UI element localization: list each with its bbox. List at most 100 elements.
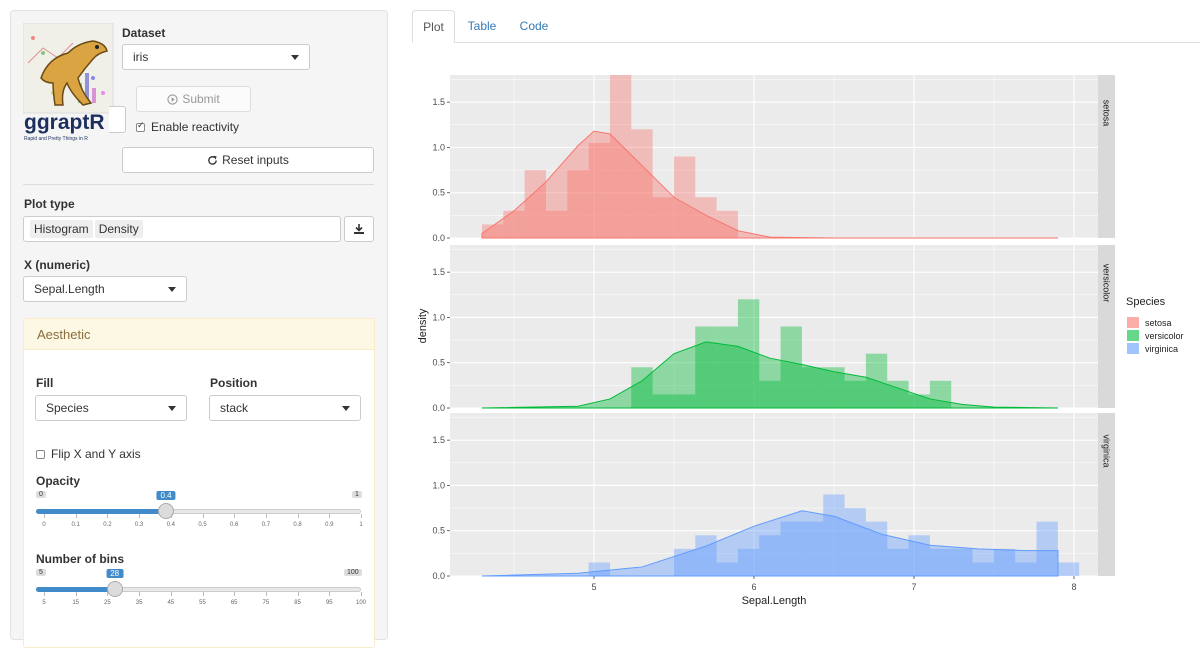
slider-tick-mark: [265, 592, 267, 596]
plot-type-label: Plot type: [24, 197, 75, 211]
slider-tick-label: 15: [72, 600, 80, 606]
slider-handle[interactable]: [158, 503, 174, 519]
reactivity-label: Enable reactivity: [151, 120, 240, 134]
logo-edge: [109, 106, 126, 133]
slider-handle[interactable]: [106, 581, 123, 597]
y-tick-label: 0.0: [432, 571, 445, 581]
slider-tick-label: 1: [359, 522, 363, 528]
facet-strip: [1098, 413, 1115, 576]
submit-button[interactable]: Submit: [136, 86, 251, 112]
histogram-bar: [951, 548, 973, 576]
plot-type-tag[interactable]: Histogram: [30, 220, 93, 238]
density-curve: [481, 130, 1058, 239]
download-icon: [354, 224, 364, 234]
opacity-max: 1: [352, 491, 362, 498]
slider-tick-label: 75: [262, 600, 270, 606]
slider-tick-label: 0.6: [230, 522, 239, 528]
y-tick-label: 1.0: [432, 312, 445, 322]
reactivity-checkbox[interactable]: [136, 120, 145, 132]
slider-tick-mark: [44, 592, 45, 596]
slider-tick-label: 100: [355, 600, 367, 606]
y-tick-label: 0.0: [432, 233, 445, 243]
histogram-bar: [716, 210, 738, 238]
aesthetic-panel-header[interactable]: Aesthetic: [24, 319, 374, 350]
y-tick-label: 0.5: [432, 526, 445, 536]
slider-tick-label: 25: [104, 600, 111, 606]
fill-select[interactable]: Species: [35, 395, 187, 421]
y-axis-title: density: [417, 308, 429, 343]
legend-label: setosa: [1145, 318, 1172, 328]
histogram-bar: [631, 129, 653, 238]
slider-tick-label: 0.1: [71, 522, 80, 528]
histogram-bar: [929, 548, 952, 576]
bins-min: 5: [36, 569, 46, 576]
bins-slider[interactable]: 5 100 28 5 15 25 35 45 55 65 75 85 95 100: [24, 569, 374, 619]
histogram-bar: [844, 508, 866, 576]
histogram-bar: [503, 210, 525, 238]
histogram-bar: [695, 326, 717, 408]
slider-tick-label: 0.4: [166, 522, 175, 528]
histogram-bar: [588, 562, 610, 576]
x-tick-label: 8: [1071, 582, 1076, 592]
histogram-bar: [823, 367, 845, 408]
histogram-bar: [716, 326, 738, 408]
slider-tick-label: 65: [230, 600, 238, 606]
opacity-min: 0: [36, 491, 46, 498]
histogram-bar: [759, 380, 781, 408]
chevron-down-icon: [291, 54, 299, 60]
position-select[interactable]: stack: [209, 395, 361, 421]
histogram-bar: [652, 197, 674, 238]
slider-fill: [36, 587, 115, 592]
histogram-bar: [652, 394, 674, 408]
histogram-bar: [1036, 521, 1058, 576]
tab-table[interactable]: Table: [460, 10, 504, 42]
flip-axis-checkbox[interactable]: [36, 450, 45, 459]
plot-type-input[interactable]: Histogram Density: [23, 216, 341, 242]
y-tick-label: 1.0: [432, 142, 445, 152]
slider-tick-label: 0: [42, 522, 46, 528]
plot-type-tag[interactable]: Density: [94, 220, 143, 238]
y-tick-label: 0.5: [432, 358, 445, 368]
slider-tick-label: 0.9: [325, 522, 334, 528]
aesthetic-panel: Aesthetic Fill Species Position stack Fl…: [23, 318, 375, 648]
histogram-bar: [673, 394, 696, 408]
svg-text:Rapid and Pretty Things in R: Rapid and Pretty Things in R: [24, 136, 88, 142]
facet-strip-label: virginica: [1102, 434, 1112, 467]
slider-tick-mark: [297, 592, 299, 596]
slider-tick-label: 0.8: [293, 522, 302, 528]
slider-tick-label: 35: [135, 600, 143, 606]
x-select[interactable]: Sepal.Length: [23, 276, 187, 302]
x-tick-label: 5: [591, 582, 596, 592]
facet-strip: [1098, 245, 1115, 408]
slider-tick-mark: [361, 592, 362, 596]
histogram-bar: [908, 394, 930, 408]
bins-current-value: 28: [106, 569, 124, 578]
slider-tick-label: 0.3: [134, 522, 144, 528]
slider-tick-mark: [107, 514, 109, 518]
histogram-bar: [695, 535, 717, 576]
histogram-bar: [801, 367, 824, 408]
tab-code[interactable]: Code: [512, 10, 556, 42]
slider-tick-mark: [75, 514, 77, 518]
slider-ticks: 0 0.1 0.2 0.3 0.4 0.5 0.6 0.7 0.8 0.9 1: [24, 514, 374, 534]
histogram-bar: [545, 210, 568, 238]
slider-tick-mark: [107, 592, 109, 596]
histogram-bar: [759, 535, 781, 576]
histogram-bar: [482, 224, 504, 238]
histogram-bar: [844, 380, 866, 408]
chevron-down-icon: [168, 286, 176, 292]
download-button[interactable]: [344, 216, 374, 242]
histogram-bar: [673, 156, 696, 238]
dataset-select[interactable]: iris: [122, 44, 310, 70]
reset-inputs-button[interactable]: Reset inputs: [122, 147, 374, 173]
density-curve: [481, 510, 1059, 577]
tab-plot[interactable]: Plot: [412, 10, 455, 43]
x-label: X (numeric): [24, 258, 91, 272]
x-value: Sepal.Length: [34, 282, 105, 296]
submit-label: Submit: [182, 92, 220, 106]
histogram-bar: [737, 548, 760, 576]
histogram-bar: [716, 562, 738, 576]
legend-key: [1127, 343, 1139, 354]
divider: [23, 184, 374, 185]
opacity-slider[interactable]: 0 1 0.4 0 0.1 0.2 0.3 0.4 0.5 0.6 0.7 0.8 0.9 1: [24, 491, 374, 541]
